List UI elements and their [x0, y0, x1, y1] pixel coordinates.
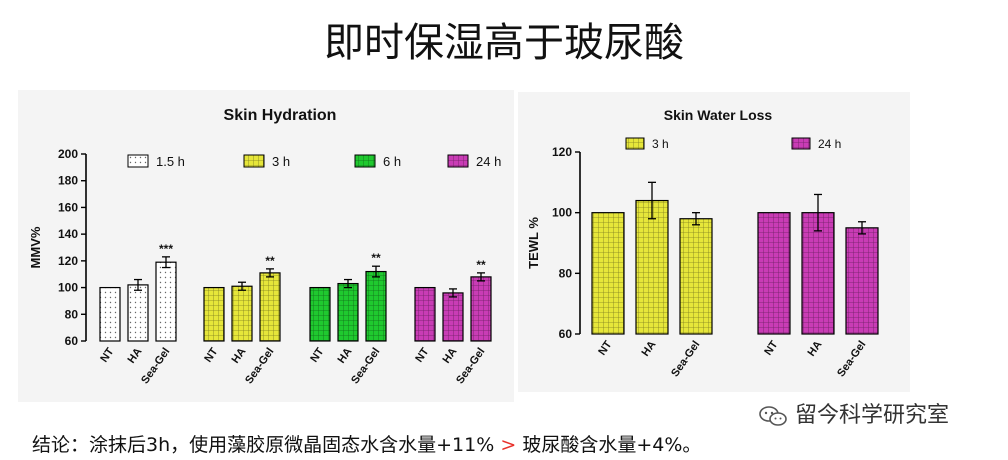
bar — [801, 212, 835, 335]
chart-title: Skin Hydration — [224, 107, 337, 124]
bar — [231, 285, 253, 342]
watermark: 留今科学研究室 — [758, 397, 949, 429]
skin-hydration-chart: Skin Hydration 60 80 100 120 140 160 180 200 MMV%… — [28, 107, 501, 386]
bar — [337, 282, 359, 342]
legend-swatch — [447, 154, 469, 168]
watermark-text: 留今科学研究室 — [795, 403, 950, 428]
category-label: HA — [806, 339, 825, 359]
y-tick-label: 140 — [58, 227, 78, 241]
skin-water-loss-chart: Skin Water Loss 60 80 100 120 TEWL % 3 h 24 h NT… — [526, 107, 879, 379]
significance-label: ** — [371, 251, 381, 265]
significance-label: *** — [159, 242, 173, 256]
significance-label: ** — [476, 258, 486, 272]
category-label: Sea-Gel — [139, 346, 172, 386]
category-label: HA — [640, 339, 659, 359]
bar — [365, 270, 387, 342]
chart-title: Skin Water Loss — [664, 107, 773, 123]
y-axis-label: MMV% — [28, 226, 43, 268]
category-label: Sea-Gel — [243, 346, 276, 386]
legend-label: 24 h — [818, 137, 841, 151]
bar — [845, 227, 879, 335]
category-label: NT — [413, 346, 431, 365]
bar — [127, 284, 149, 342]
y-tick-label: 120 — [552, 145, 572, 159]
conclusion-text: 结论：涂抹后3h，使用藻胶原微晶固态水含水量+11% > 玻尿酸含水量+4%。 — [32, 430, 701, 457]
bar — [442, 292, 464, 342]
category-label: Sea-Gel — [349, 346, 382, 386]
y-tick-label: 60 — [559, 327, 573, 341]
bar — [414, 286, 436, 342]
y-axis-label: TEWL % — [526, 217, 541, 269]
category-label: NT — [308, 346, 326, 365]
bar — [203, 286, 225, 342]
category-label: HA — [126, 346, 145, 366]
wechat-icon — [759, 406, 787, 426]
conclusion-part1: 结论：涂抹后3h，使用藻胶原微晶固态水含水量+11% — [32, 434, 495, 456]
y-tick-label: 200 — [58, 147, 78, 161]
bar — [470, 276, 492, 342]
significance-label: ** — [265, 254, 275, 268]
page-title: 即时保湿高于玻尿酸 — [324, 20, 684, 66]
category-label: HA — [441, 346, 460, 366]
y-tick-label: 160 — [58, 200, 78, 214]
bar — [99, 286, 121, 342]
legend-label: 3 h — [652, 137, 669, 151]
conclusion-operator: > — [500, 434, 517, 456]
y-tick-label: 80 — [559, 266, 573, 280]
bar — [635, 199, 669, 335]
category-label: NT — [762, 339, 780, 358]
category-label: NT — [596, 339, 614, 358]
y-tick-label: 100 — [552, 206, 572, 220]
bar — [259, 272, 281, 342]
y-tick-label: 180 — [58, 174, 78, 188]
y-tick-label: 120 — [58, 254, 78, 268]
legend-swatch — [625, 137, 645, 150]
legend-label: 6 h — [383, 154, 401, 169]
y-tick-label: 60 — [65, 334, 79, 348]
category-label: HA — [336, 346, 355, 366]
legend-swatch — [791, 137, 811, 150]
conclusion-part2: 玻尿酸含水量+4%。 — [522, 434, 702, 456]
y-tick-label: 80 — [65, 307, 79, 321]
legend-label: 3 h — [272, 154, 290, 169]
bar — [679, 218, 713, 335]
legend-label: 24 h — [476, 154, 501, 169]
skin-hydration-chart-panel: Skin Hydration 60 80 100 120 140 160 180 200 MMV%… — [18, 90, 514, 402]
category-label: NT — [202, 346, 220, 365]
category-label: NT — [98, 346, 116, 365]
category-label: HA — [230, 346, 249, 366]
category-label: Sea-Gel — [454, 346, 487, 386]
legend-swatch — [243, 154, 265, 168]
bar — [309, 286, 331, 342]
legend-swatch — [127, 154, 149, 168]
category-label: Sea-Gel — [835, 339, 868, 379]
skin-water-loss-chart-panel: Skin Water Loss 60 80 100 120 TEWL % 3 h 24 h NT… — [518, 92, 910, 392]
legend-swatch — [354, 154, 376, 168]
category-label: Sea-Gel — [669, 339, 702, 379]
y-tick-label: 100 — [58, 281, 78, 295]
bar — [757, 212, 791, 335]
legend-label: 1.5 h — [156, 154, 185, 169]
bar — [155, 261, 177, 342]
bar — [591, 212, 625, 335]
